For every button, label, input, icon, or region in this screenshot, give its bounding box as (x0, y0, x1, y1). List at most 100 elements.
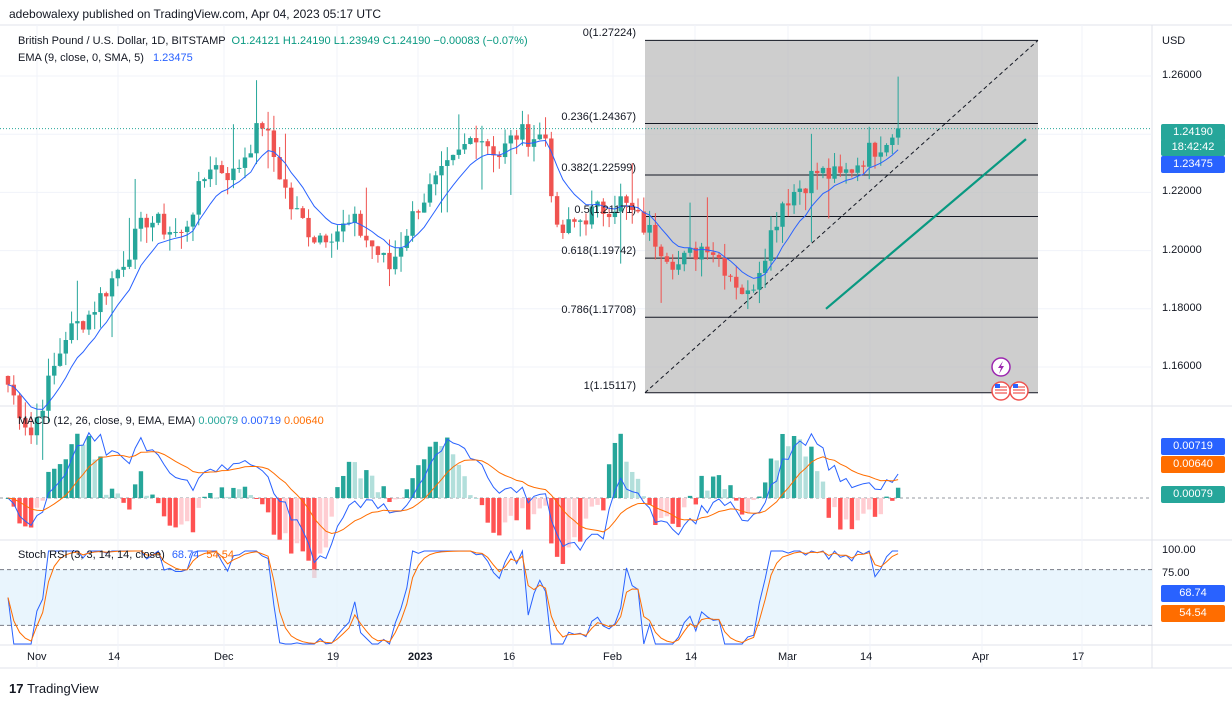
macd-histogram-bar (300, 498, 305, 552)
candle-body (5, 375, 11, 385)
legend-symbol[interactable]: British Pound / U.S. Dollar, 1D, BITSTAM… (18, 35, 528, 47)
candle-body (832, 166, 837, 179)
macd-histogram-bar (543, 498, 548, 506)
macd-histogram-bar (335, 487, 340, 498)
candle-body (526, 124, 531, 147)
macd-histogram-bar (329, 498, 334, 517)
time-tick: 19 (327, 651, 340, 663)
macd-histogram-bar (890, 498, 895, 501)
candle-body (462, 144, 467, 150)
macd-histogram-bar (283, 498, 288, 534)
candle-body (364, 235, 369, 241)
macd-histogram-bar (219, 487, 225, 498)
candle-body (658, 246, 664, 257)
candle-body (161, 213, 167, 235)
candle-body (289, 187, 294, 210)
macd-histogram-bar (728, 485, 733, 498)
macd-histogram-bar (28, 498, 34, 528)
macd-histogram-bar (843, 498, 849, 520)
macd-histogram-bar (115, 493, 121, 498)
ema-line (7, 139, 899, 410)
macd-histogram-bar (346, 461, 352, 498)
candle-body (791, 191, 797, 206)
macd-histogram-bar (63, 459, 68, 498)
brand-logo[interactable]: 17 TradingView (9, 681, 99, 696)
macd-histogram-bar (670, 498, 675, 524)
candle-body (254, 123, 259, 154)
macd-histogram-bar (225, 496, 230, 498)
ohlc-open: O1.24121 (231, 35, 280, 47)
macd-histogram-bar (364, 470, 369, 498)
candle-body (872, 142, 878, 157)
time-tick: 14 (860, 651, 873, 663)
macd-histogram-bar (566, 498, 571, 548)
candle-body (312, 237, 317, 243)
macd-histogram-bar (416, 465, 421, 498)
ohlc-high: H1.24190 (282, 35, 331, 47)
macd-histogram-bar (797, 439, 803, 498)
candle-body (705, 246, 710, 253)
macd-hist-value: 0.00079 (198, 415, 239, 427)
ema-label: EMA (9, close, 0, SMA, 5) (18, 52, 144, 64)
legend-macd[interactable]: MACD (12, 26, close, 9, EMA, EMA) 0.0007… (18, 415, 324, 427)
candle-body (404, 235, 410, 248)
macd-histogram-bar (589, 498, 594, 507)
macd-histogram-bar (560, 498, 566, 564)
candle-body (572, 219, 577, 222)
candle-body (855, 165, 860, 173)
candle-body (167, 232, 173, 235)
trend-line[interactable] (825, 138, 1027, 310)
candle-body (606, 213, 612, 218)
macd-histogram-bar (40, 498, 45, 501)
macd-histogram-bar (630, 471, 635, 498)
macd-histogram-bar (751, 498, 756, 501)
macd-histogram-bar (658, 498, 664, 518)
candle-body (410, 211, 415, 236)
macd-histogram-bar (815, 471, 820, 498)
candle-body (75, 321, 80, 324)
macd-histogram-bar (421, 459, 427, 498)
macd-histogram-bar (462, 476, 467, 498)
candle-body (838, 166, 843, 173)
ohlc-low: L1.23949 (333, 35, 380, 47)
macd-histogram-bar (242, 486, 248, 498)
candle-body (745, 290, 751, 295)
candle-body (618, 196, 623, 212)
candle-body (664, 256, 670, 262)
fib-diagonal-line[interactable] (644, 40, 1039, 394)
candle-body (560, 224, 566, 233)
candle-body (11, 384, 16, 396)
grid (0, 24, 1232, 669)
candle-body (479, 141, 485, 143)
candle-body (156, 213, 161, 223)
candle-body (693, 247, 699, 260)
candle-body (867, 142, 872, 167)
macd-histogram-bar (508, 498, 514, 516)
macd-histogram-bar (641, 496, 646, 498)
candle-body (710, 252, 716, 255)
legend-ema[interactable]: EMA (9, close, 0, SMA, 5) 1.23475 (18, 52, 193, 64)
time-tick: 17 (1072, 651, 1085, 663)
candle-body (34, 417, 40, 436)
candle-body (895, 128, 901, 138)
price-tick: 1.20000 (1162, 243, 1202, 256)
macd-histogram-bar (289, 498, 294, 554)
price-tick: 1.22000 (1162, 185, 1202, 198)
event-icons (991, 357, 1029, 401)
macd-histogram-bar (699, 475, 704, 498)
legend-stoch[interactable]: Stoch RSI (3, 3, 14, 14, close) 68.74 54… (18, 549, 234, 561)
fib-label: 1(1.15117) (583, 379, 636, 392)
candle-body (578, 220, 583, 222)
candle-body (641, 211, 646, 233)
fib-label: 0.618(1.19742) (561, 245, 636, 258)
macd-histogram-bar (202, 496, 207, 498)
candle-body (589, 206, 594, 225)
candle-body (647, 224, 652, 233)
macd-histogram-bar (381, 486, 386, 498)
countdown-badge: 18:42:42 (1161, 139, 1225, 156)
macd-histogram-bar (473, 497, 479, 499)
time-tick: Dec (214, 651, 234, 663)
candle-body (768, 230, 774, 261)
fibonacci-levels (645, 39, 1038, 394)
candle-body (751, 289, 756, 291)
